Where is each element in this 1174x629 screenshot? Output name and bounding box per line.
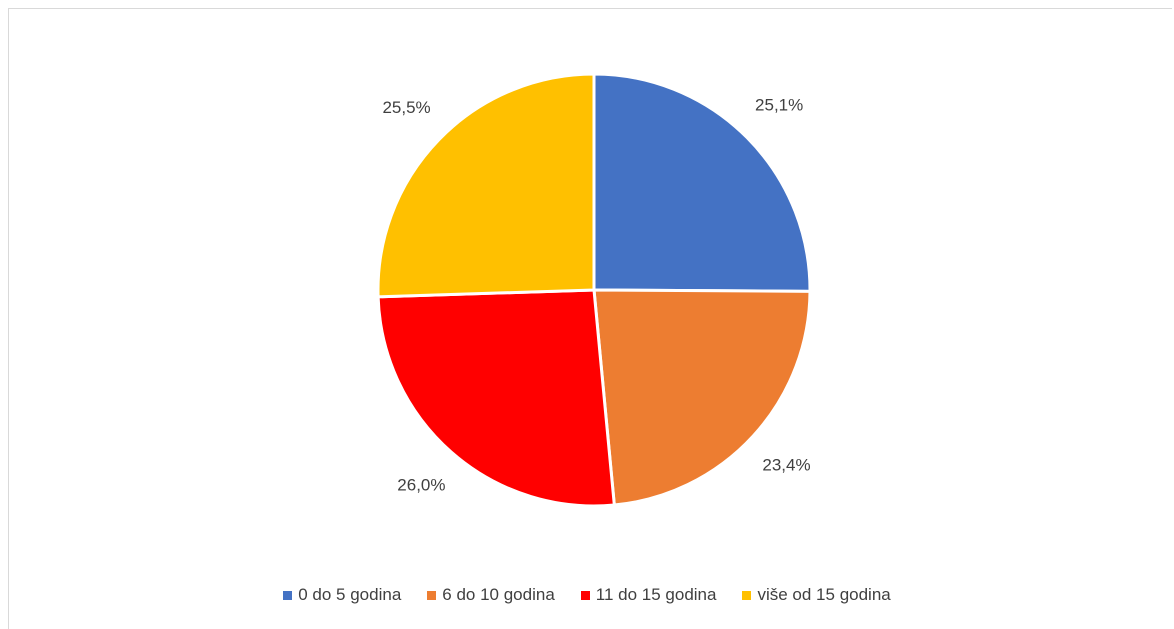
data-label: 26,0% [397, 475, 445, 494]
legend-swatch [283, 590, 293, 600]
legend-item: 6 do 10 godina [427, 585, 555, 605]
chart-frame [8, 8, 1172, 629]
legend-item: 0 do 5 godina [283, 585, 401, 605]
legend: 0 do 5 godina 6 do 10 godina 11 do 15 go… [0, 585, 1174, 605]
legend-swatch [580, 590, 590, 600]
data-labels: 25,1% 23,4% 26,0% 25,5% [382, 96, 810, 495]
pie-slices [376, 72, 812, 508]
legend-label: 6 do 10 godina [442, 585, 555, 604]
legend-label: 11 do 15 godina [595, 585, 717, 604]
slice-11-15 [376, 288, 616, 508]
data-label: 25,5% [382, 98, 430, 117]
legend-swatch [427, 590, 437, 600]
data-label: 25,1% [755, 96, 803, 115]
slice-over-15 [376, 72, 596, 299]
legend-label: 0 do 5 godina [298, 585, 402, 604]
slice-6-10 [592, 288, 812, 507]
legend-label: više od 15 godina [757, 585, 891, 604]
data-label: 23,4% [762, 456, 810, 475]
legend-item: više od 15 godina [742, 585, 891, 605]
legend-item: 11 do 15 godina [580, 585, 717, 605]
slice-0-5 [592, 72, 812, 293]
legend-swatch [742, 590, 752, 600]
